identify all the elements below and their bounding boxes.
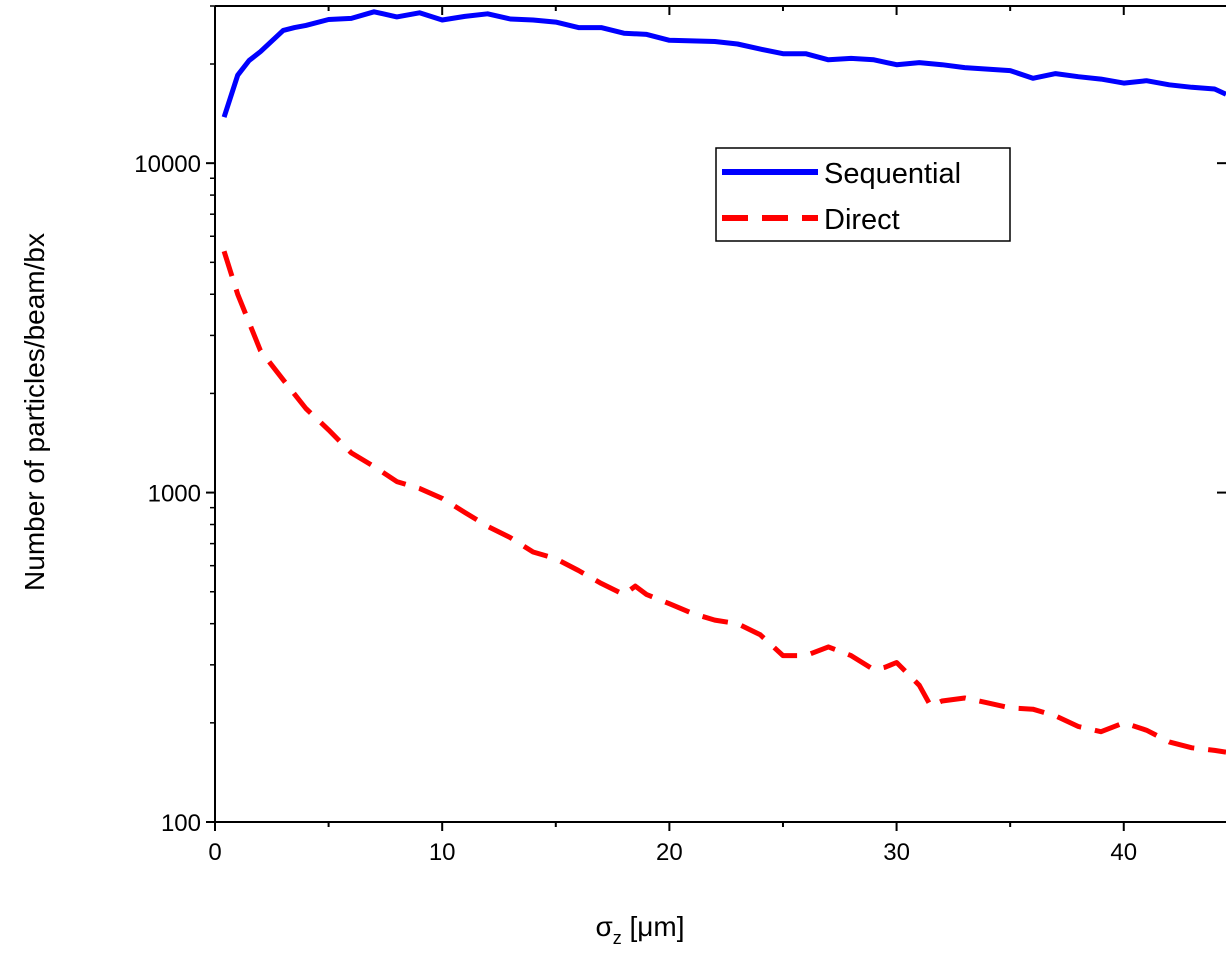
legend-label-direct: Direct — [824, 204, 900, 236]
y-axis-label: Number of particles/beam/bx — [19, 233, 50, 591]
series-line-direct — [221, 250, 1226, 755]
x-axis-label: σz [μm] — [595, 911, 684, 948]
y-tick-label: 10000 — [134, 151, 201, 178]
series-line-sequential — [221, 9, 1226, 118]
x-tick-label: 0 — [208, 839, 221, 866]
x-axis-label-subscript: z — [613, 928, 622, 948]
series-layer — [221, 9, 1226, 755]
y-axis-ticks: 100 1000 10000 — [134, 5, 1226, 837]
plot-frame — [214, 5, 1226, 823]
legend: Sequential Direct — [715, 147, 1011, 242]
x-axis-ticks: 0 10 20 30 40 — [208, 6, 1137, 866]
x-tick-label: 30 — [883, 839, 910, 866]
y-tick-label: 100 — [161, 810, 201, 837]
x-tick-label: 20 — [656, 839, 683, 866]
x-tick-label: 40 — [1110, 839, 1137, 866]
y-tick-label: 1000 — [148, 481, 201, 508]
x-tick-label: 10 — [429, 839, 456, 866]
legend-label-sequential: Sequential — [824, 158, 961, 190]
legend-box — [715, 147, 1011, 242]
